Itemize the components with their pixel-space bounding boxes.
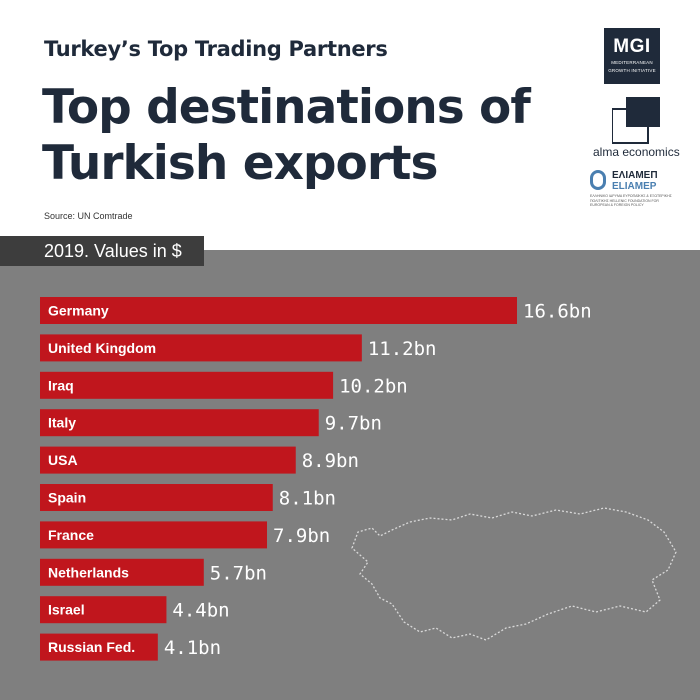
- alma-logo-icon: [612, 97, 660, 144]
- bar-value-label: 11.2bn: [368, 338, 437, 360]
- bar-france: [40, 521, 268, 549]
- bar-category-label: Germany: [48, 303, 109, 319]
- bar-value-label: 16.6bn: [523, 301, 592, 323]
- bar-italy: [40, 409, 319, 437]
- kicker-title: Turkey’s Top Trading Partners: [44, 37, 388, 61]
- chart-area: [0, 250, 700, 700]
- bar-israel: [40, 596, 167, 624]
- bar-category-label: Spain: [48, 490, 86, 506]
- page-title: Top destinations of Turkish exports: [42, 80, 531, 191]
- bar-value-label: 8.9bn: [302, 450, 359, 472]
- bar-value-label: 5.7bn: [210, 562, 267, 584]
- bar-category-label: France: [48, 527, 94, 543]
- eliamep-fine-print: ΕΛΛΗΝΙΚΟ ΙΔΡΥΜΑ ΕΥΡΩΠΑΪΚΗΣ & ΕΞΩΤΕΡΙΚΗΣ …: [590, 194, 672, 207]
- bar-value-label: 4.4bn: [172, 600, 229, 622]
- header: Turkey’s Top Trading Partners Top destin…: [0, 0, 700, 250]
- bar-value-label: 10.2bn: [339, 375, 408, 397]
- bar-category-label: United Kingdom: [48, 340, 156, 356]
- bar-netherlands: [40, 558, 204, 586]
- turkey-map-outline: [351, 507, 677, 641]
- eliamep-name-latin: ELIAMEP: [612, 181, 657, 192]
- bar-category-label: Netherlands: [48, 564, 129, 580]
- eliamep-name-greek: ΕΛΙΑΜΕΠ: [612, 170, 658, 181]
- bar-iraq: [40, 371, 334, 399]
- mgi-logo-line2: GROWTH INITIATIVE: [608, 68, 656, 73]
- bar-spain: [40, 484, 273, 511]
- eliamep-logo: ΕΛΙΑΜΕΠ ELIAMEP ΕΛΛΗΝΙΚΟ ΙΔΡΥΜΑ ΕΥΡΩΠΑΪΚ…: [590, 170, 672, 207]
- mgi-logo-abbr: MGI: [613, 36, 651, 57]
- bar-category-label: Russian Fed.: [48, 639, 135, 655]
- bar-germany: [40, 297, 517, 324]
- bar-category-label: Italy: [48, 415, 76, 431]
- bar-category-label: USA: [48, 452, 78, 468]
- bar-value-label: 8.1bn: [279, 488, 336, 510]
- alma-logo-text: alma economics: [593, 145, 680, 159]
- bar-united-kingdom: [40, 334, 362, 362]
- bar-value-label: 4.1bn: [164, 637, 221, 659]
- bar-russian-fed-: [40, 633, 158, 661]
- bar-usa: [40, 446, 296, 474]
- mgi-logo-line1: MEDITERRANEAN: [611, 60, 653, 65]
- source-note: Source: UN Comtrade: [44, 211, 133, 221]
- bar-value-label: 9.7bn: [325, 413, 382, 435]
- chart-subtitle: 2019. Values in $: [0, 236, 204, 266]
- eliamep-emblem-icon: [590, 170, 606, 190]
- bar-category-label: Israel: [48, 602, 85, 618]
- bar-value-label: 7.9bn: [273, 525, 330, 547]
- mgi-logo: MGI MEDITERRANEAN GROWTH INITIATIVE: [604, 28, 660, 84]
- bar-category-label: Iraq: [48, 377, 74, 393]
